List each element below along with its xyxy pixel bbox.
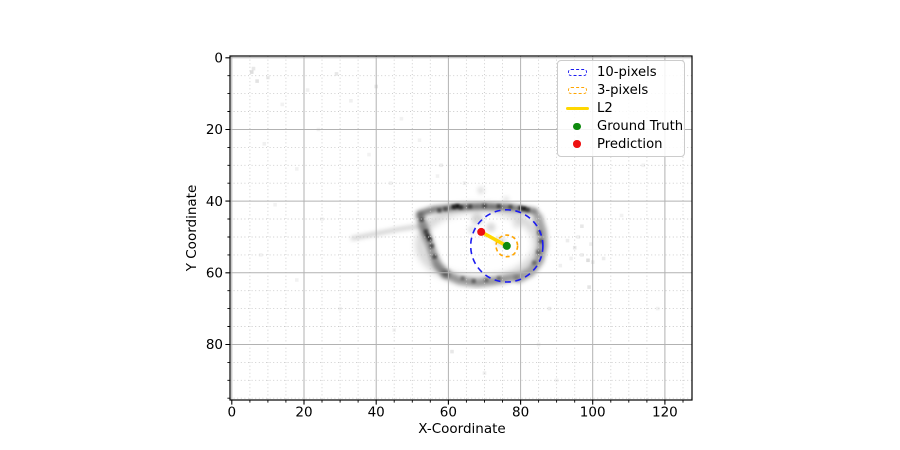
x-tick-label: 40	[368, 405, 385, 421]
tolerance-circle-3-pixels	[495, 234, 519, 258]
x-tick-label: 0	[228, 405, 237, 421]
x-axis-label: X-Coordinate	[418, 421, 506, 437]
legend-item-10-pixels: 10-pixels	[564, 64, 680, 82]
legend-label: Ground Truth	[597, 118, 684, 134]
legend-label: Prediction	[597, 136, 663, 152]
legend-item-prediction: Prediction	[564, 135, 680, 153]
minor-gridlines	[230, 56, 692, 400]
dot-swatch-icon	[564, 122, 590, 131]
minor-ticks	[227, 75, 684, 403]
dashed-circle-swatch-icon	[564, 87, 590, 95]
x-tick-label: 80	[512, 405, 529, 421]
y-tick-label: 80	[206, 337, 223, 353]
dot-swatch-icon	[564, 140, 590, 148]
prediction-point	[477, 227, 486, 236]
l2-line	[479, 230, 509, 248]
y-tick-label: 20	[206, 122, 223, 138]
image-bottom-arc	[441, 269, 520, 288]
y-tick-label: 40	[206, 194, 223, 210]
legend-label: 10-pixels	[597, 65, 657, 81]
tolerance-circle-10-pixels	[469, 208, 544, 283]
overlays	[469, 208, 544, 283]
legend-label: L2	[597, 100, 613, 116]
ground-truth-point	[502, 241, 511, 250]
x-tick-label: 60	[440, 405, 457, 421]
axes-spines	[229, 55, 693, 401]
y-tick-label: 0	[214, 51, 223, 67]
legend-item-3-pixels: 3-pixels	[564, 82, 680, 100]
x-tick-label: 120	[652, 405, 678, 421]
legend-label: 3-pixels	[597, 83, 649, 99]
line-swatch-icon	[564, 106, 590, 111]
x-tick-label: 20	[295, 405, 312, 421]
x-tick-label: 100	[580, 405, 606, 421]
y-tick-label: 60	[206, 266, 223, 282]
y-axis-label: Y Coordinate	[184, 184, 200, 272]
legend: 10-pixels 3-pixels L2 Ground Truth Predi…	[557, 60, 685, 157]
dashed-circle-swatch-icon	[564, 69, 590, 77]
major-ticks	[225, 57, 666, 405]
image-left-streak	[350, 224, 422, 241]
major-gridlines	[230, 56, 692, 400]
legend-item-ground-truth: Ground Truth	[564, 117, 684, 135]
legend-item-l2: L2	[564, 100, 680, 118]
